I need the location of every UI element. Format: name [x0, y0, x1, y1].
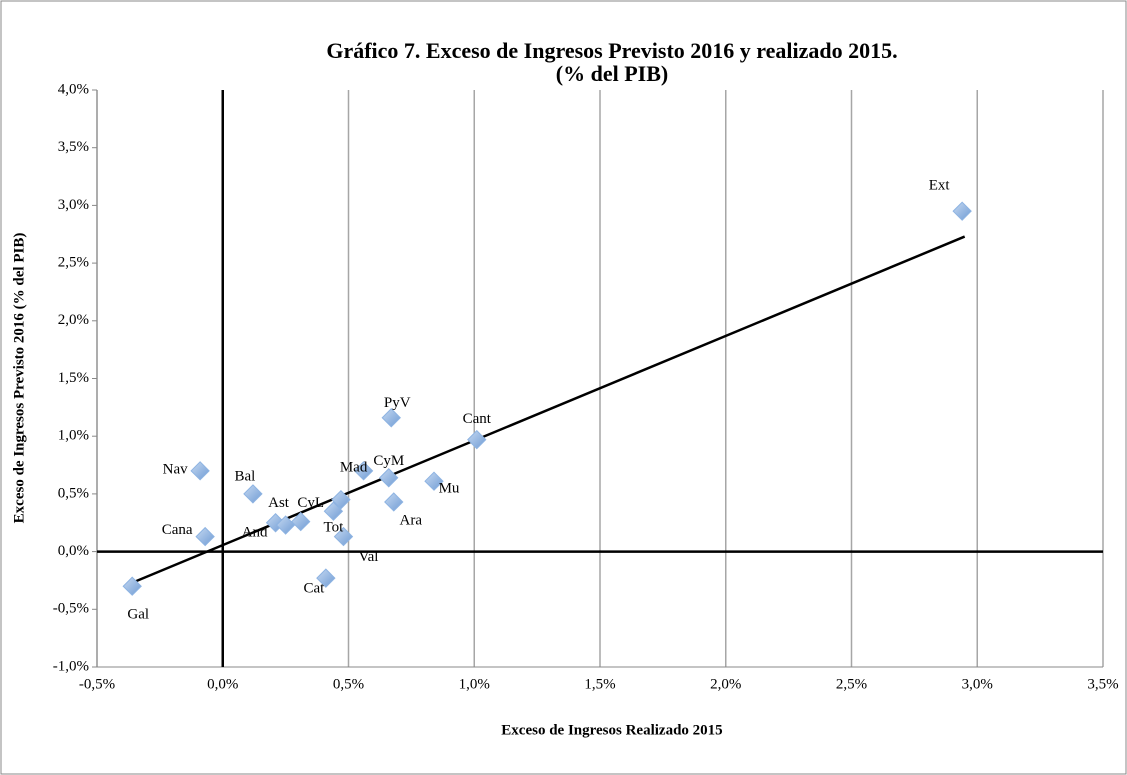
y-tick-label: 4,0%	[58, 81, 89, 97]
x-axis-title: Exceso de Ingresos Realizado 2015	[501, 722, 722, 738]
y-tick-label: 3,0%	[58, 197, 89, 213]
x-tick-label: 2,5%	[836, 676, 867, 692]
y-tick-label: 2,0%	[58, 312, 89, 328]
point-label: Gal	[127, 607, 149, 623]
y-tick-label: 2,5%	[58, 255, 89, 271]
x-tick-label: 0,5%	[333, 676, 364, 692]
point-label: Bal	[235, 468, 256, 484]
x-tick-label: -0,5%	[79, 676, 115, 692]
point	[331, 489, 351, 510]
point-label: Nav	[163, 461, 188, 477]
y-axis-title: Exceso de Ingresos Previsto 2016 (% del …	[11, 233, 27, 524]
point-label: Cat	[303, 581, 325, 597]
x-tick-label: 1,0%	[459, 676, 490, 692]
point-label: Mad	[340, 459, 368, 475]
point	[316, 568, 336, 588]
y-tick-label: 3,5%	[58, 139, 89, 155]
chart-subtitle: (% del PIB)	[556, 61, 668, 86]
point-label: Ara	[400, 512, 423, 528]
point-label: And	[242, 524, 268, 540]
point-label: Cana	[162, 522, 193, 538]
point	[333, 526, 354, 547]
point	[467, 429, 487, 450]
point-label: CyL	[297, 495, 324, 511]
y-tick-label: 1,5%	[58, 370, 89, 386]
point-label: PyV	[384, 395, 411, 411]
point	[379, 468, 399, 488]
point	[122, 576, 142, 596]
x-tick-label: 3,0%	[962, 676, 993, 692]
y-tick-label: -0,5%	[53, 601, 89, 617]
point	[381, 408, 401, 428]
point	[243, 484, 263, 504]
x-tick-label: 2,0%	[710, 676, 741, 692]
point-label: Val	[358, 549, 378, 565]
y-tick-label: 1,0%	[58, 428, 89, 444]
point	[195, 526, 215, 547]
y-tick-label: 0,5%	[58, 485, 89, 501]
point-label: Cant	[463, 411, 492, 427]
y-tick-label: 0,0%	[58, 543, 89, 559]
y-tick-label: -1,0%	[53, 658, 89, 674]
x-tick-label: 0,0%	[207, 676, 238, 692]
point-label: CyM	[373, 453, 404, 469]
point	[384, 492, 404, 512]
x-tick-label: 3,5%	[1087, 676, 1118, 692]
chart-title: Gráfico 7. Exceso de Ingresos Previsto 2…	[326, 38, 897, 63]
point-label: Tot	[324, 520, 345, 536]
point	[323, 501, 344, 521]
point-label: Ext	[929, 178, 951, 194]
point-label: Mu	[439, 481, 460, 497]
point	[424, 471, 444, 491]
point	[952, 201, 972, 221]
point	[291, 511, 311, 532]
point	[353, 461, 374, 481]
point-label: Ast	[268, 495, 290, 511]
x-tick-label: 1,5%	[584, 676, 615, 692]
point	[190, 461, 210, 481]
point	[275, 515, 296, 535]
